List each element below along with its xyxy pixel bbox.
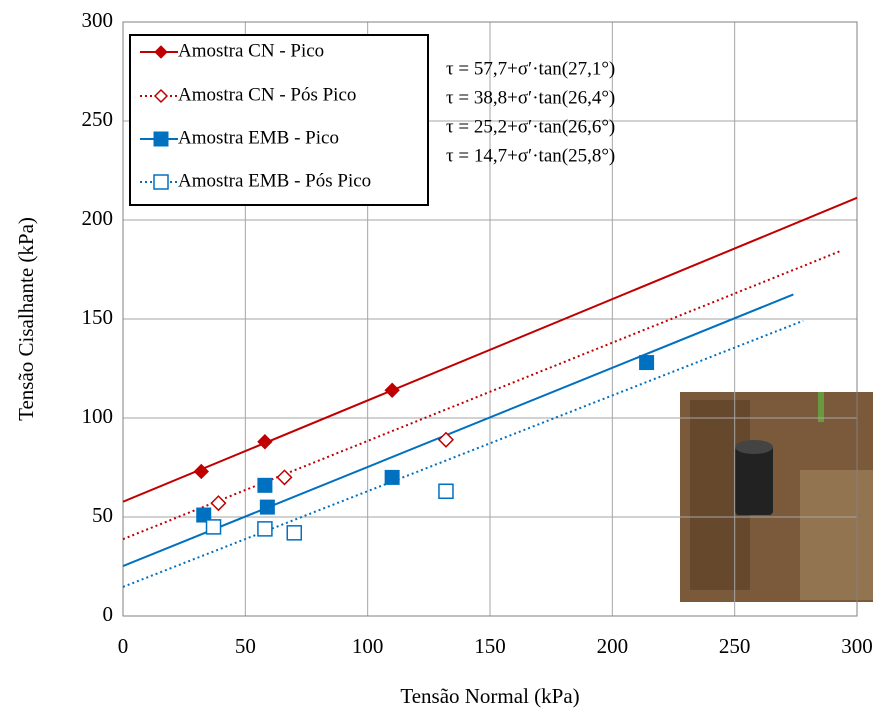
data-point: [276, 469, 293, 486]
y-tick-label: 0: [103, 602, 114, 626]
data-point: [257, 434, 273, 450]
x-axis-title: Tensão Normal (kPa): [400, 684, 579, 708]
legend-marker: [153, 174, 169, 190]
data-point: [438, 483, 454, 500]
x-tick-label: 200: [597, 634, 629, 658]
equation-annotation: τ = 57,7+σ′·tan(27,1°): [446, 58, 615, 79]
fit-line: [122, 293, 794, 568]
y-tick-label: 250: [82, 107, 114, 131]
x-tick-label: 100: [352, 634, 384, 658]
photo-grass: [818, 392, 824, 422]
inset-photo: [680, 392, 873, 602]
y-tick-label: 100: [82, 404, 114, 428]
legend-label: Amostra CN - Pico: [178, 40, 324, 61]
data-point: [196, 507, 212, 523]
y-tick-label: 50: [92, 503, 113, 527]
fit-line: [122, 319, 804, 588]
data-point: [437, 431, 455, 448]
legend-marker: [154, 45, 168, 59]
data-point: [257, 477, 273, 493]
x-tick-label: 250: [719, 634, 751, 658]
equation-annotation: τ = 25,2+σ′·tan(26,6°): [446, 116, 615, 137]
data-point: [384, 382, 400, 398]
data-point: [205, 519, 222, 535]
data-point: [259, 499, 275, 515]
y-tick-label: 300: [82, 8, 114, 32]
data-point: [210, 495, 227, 512]
data-point: [257, 521, 273, 537]
plot-border: [122, 21, 858, 617]
legend-box: [129, 34, 429, 206]
x-tick-label: 150: [474, 634, 506, 658]
x-tick-label: 0: [118, 634, 129, 658]
equation-annotation: τ = 14,7+σ′·tan(25,8°): [446, 145, 615, 166]
data-point: [286, 525, 303, 541]
legend-marker: [153, 131, 169, 147]
data-point: [384, 469, 400, 485]
y-axis-title: Tensão Cisalhante (kPa): [14, 217, 38, 421]
fit-line: [122, 250, 841, 541]
equation-annotation: τ = 38,8+σ′·tan(26,4°): [446, 87, 615, 108]
legend-label: Amostra EMB - Pico: [178, 127, 339, 148]
data-point: [639, 355, 655, 371]
legend: [129, 34, 429, 206]
photo-cylinder-top: [735, 440, 773, 454]
fit-line: [122, 196, 858, 503]
legend-label: Amostra CN - Pós Pico: [178, 84, 356, 105]
photo-cylinder: [735, 445, 773, 515]
x-tick-label: 50: [235, 634, 256, 658]
legend-marker: [153, 88, 169, 104]
y-tick-label: 150: [82, 305, 114, 329]
x-tick-label: 300: [841, 634, 873, 658]
legend-label: Amostra EMB - Pós Pico: [178, 170, 371, 191]
photo-rock: [800, 470, 873, 600]
y-tick-label: 200: [82, 206, 114, 230]
data-point: [193, 463, 210, 480]
